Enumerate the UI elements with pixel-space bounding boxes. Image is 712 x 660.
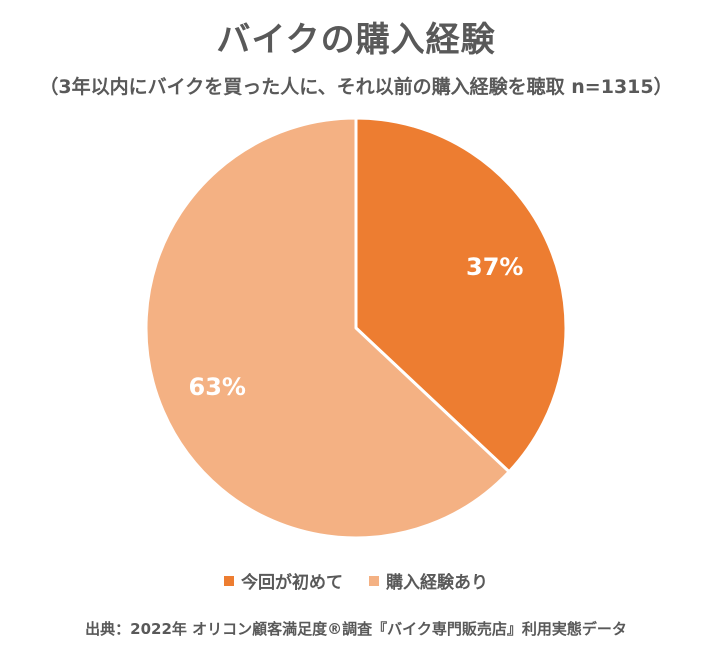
source-note: 出典：2022年 オリコン顧客満足度®調査『バイク専門販売店』利用実態データ [85, 620, 627, 638]
pie-slice-experienced [144, 116, 511, 540]
legend-swatch-first-time [224, 575, 234, 586]
chart-title: バイクの購入経験 [216, 20, 496, 60]
pie-label-first-time: 37% [466, 253, 523, 281]
legend: 今回が初めて 購入経験あり [0, 568, 712, 593]
legend-item-experienced: 購入経験あり [369, 568, 488, 593]
chart-subtitle: （3年以内にバイクを買った人に、それ以前の購入経験を聴取 n=1315） [39, 76, 673, 98]
pie-slices [144, 116, 568, 540]
pie-slice-first-time [354, 116, 568, 474]
pie-label-experienced: 63% [189, 373, 246, 401]
legend-swatch-experienced [369, 575, 379, 586]
legend-label-first-time: 今回が初めて [241, 573, 343, 593]
legend-label-experienced: 購入経験あり [386, 573, 488, 593]
pie-labels: 37% 63% [189, 253, 524, 401]
legend-item-first-time: 今回が初めて [224, 568, 343, 593]
